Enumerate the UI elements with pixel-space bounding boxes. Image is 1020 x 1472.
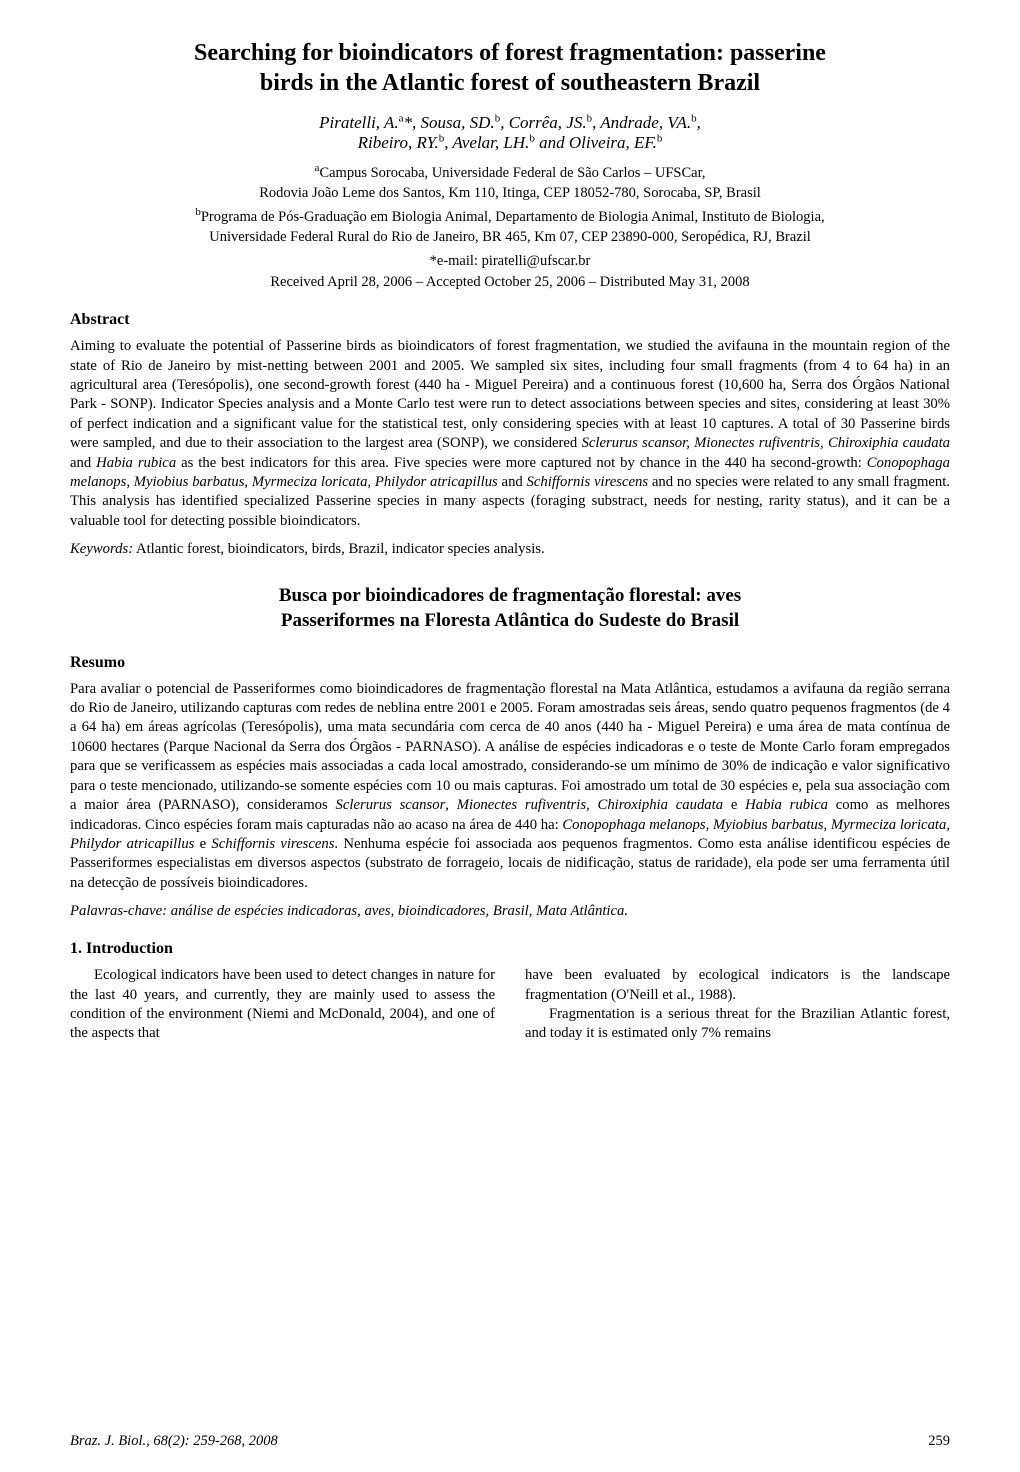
- introduction-col-left: Ecological indicators have been used to …: [70, 966, 495, 1044]
- affiliation-a: aCampus Sorocaba, Universidade Federal d…: [70, 161, 950, 203]
- palavras-chave-text: Palavras-chave: análise de espécies indi…: [70, 903, 628, 919]
- author-list: Piratelli, A.a*, Sousa, SD.b, Corrêa, JS…: [70, 112, 950, 153]
- pt-title-line-1: Busca por bioindicadores de fragmentação…: [70, 584, 950, 609]
- abstract-body: Aiming to evaluate the potential of Pass…: [70, 337, 950, 531]
- page-footer: Braz. J. Biol., 68(2): 259-268, 2008 259: [70, 1433, 950, 1450]
- abstract-heading: Abstract: [70, 311, 950, 329]
- title-line-2: birds in the Atlantic forest of southeas…: [70, 68, 950, 98]
- authors-text: Piratelli, A.a*, Sousa, SD.b, Corrêa, JS…: [319, 113, 701, 153]
- affil-b-line1: Programa de Pós-Graduação em Biologia An…: [201, 209, 825, 225]
- palavras-chave: Palavras-chave: análise de espécies indi…: [70, 903, 950, 920]
- affiliation-b: bPrograma de Pós-Graduação em Biologia A…: [70, 205, 950, 247]
- intro-para-2b: Fragmentation is a serious threat for th…: [525, 1005, 950, 1044]
- article-title: Searching for bioindicators of forest fr…: [70, 38, 950, 98]
- introduction-columns: Ecological indicators have been used to …: [70, 966, 950, 1044]
- portuguese-title: Busca por bioindicadores de fragmentação…: [70, 584, 950, 633]
- introduction-heading: 1. Introduction: [70, 940, 950, 958]
- intro-para-1: Ecological indicators have been used to …: [70, 966, 495, 1044]
- affil-a-line2: Rodovia João Leme dos Santos, Km 110, It…: [259, 185, 761, 201]
- introduction-col-right: have been evaluated by ecological indica…: [525, 966, 950, 1044]
- pt-title-line-2: Passeriformes na Floresta Atlântica do S…: [70, 609, 950, 634]
- title-line-1: Searching for bioindicators of forest fr…: [70, 38, 950, 68]
- keywords-label: Keywords:: [70, 541, 133, 557]
- footer-page-number: 259: [928, 1433, 950, 1450]
- resumo-heading: Resumo: [70, 654, 950, 672]
- keywords: Keywords: Atlantic forest, bioindicators…: [70, 541, 950, 558]
- corresponding-email: *e-mail: piratelli@ufscar.br: [70, 253, 950, 270]
- intro-para-2a: have been evaluated by ecological indica…: [525, 966, 950, 1005]
- footer-journal-ref: Braz. J. Biol., 68(2): 259-268, 2008: [70, 1433, 278, 1450]
- resumo-body: Para avaliar o potencial de Passeriforme…: [70, 680, 950, 893]
- affil-a-line1: Campus Sorocaba, Universidade Federal de…: [319, 165, 705, 181]
- affil-b-line2: Universidade Federal Rural do Rio de Jan…: [209, 229, 811, 245]
- keywords-text: Atlantic forest, bioindicators, birds, B…: [133, 541, 545, 557]
- article-dates: Received April 28, 2006 – Accepted Octob…: [70, 274, 950, 291]
